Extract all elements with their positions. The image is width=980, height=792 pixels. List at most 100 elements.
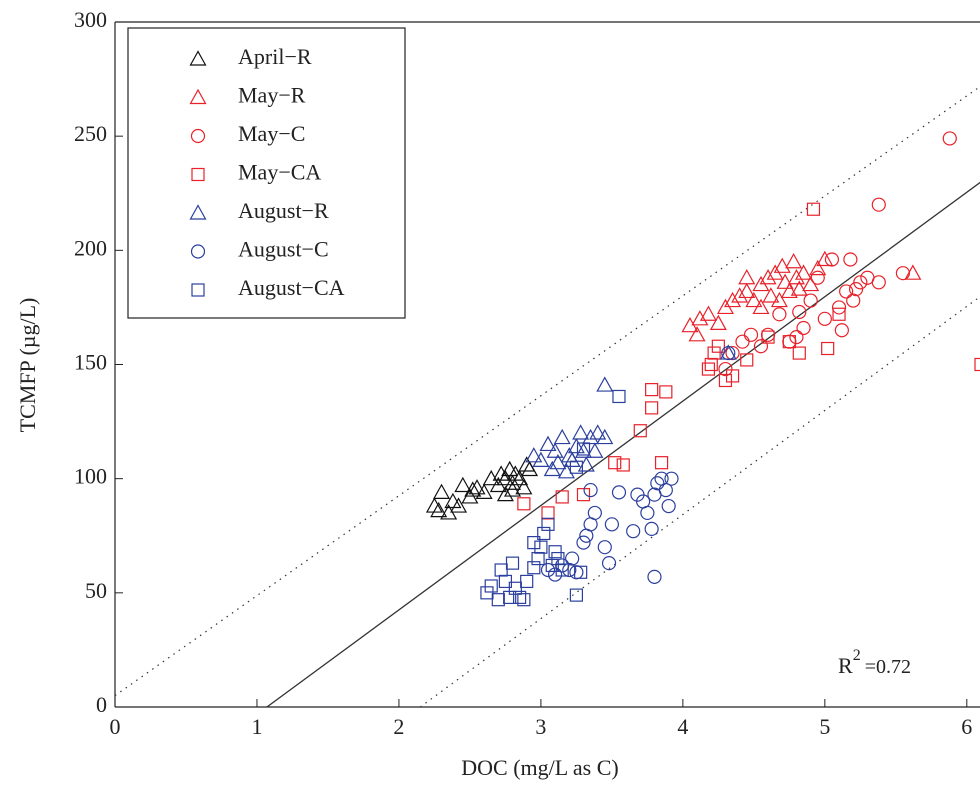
legend-marker [190,128,206,144]
point [724,291,742,308]
y-tick-label: 300 [74,7,107,32]
fit-line [115,85,980,697]
point [691,310,709,326]
point [576,535,591,550]
x-tick-label: 5 [819,714,830,739]
x-tick-label: 2 [393,714,404,739]
point [895,266,911,281]
point [654,456,669,470]
y-tick-label: 0 [96,692,107,717]
point [608,456,622,470]
point [450,497,468,513]
point [506,465,524,481]
point [569,588,583,602]
annotation-base: R [838,653,853,678]
point [539,435,557,452]
point [541,517,555,531]
point [511,469,529,486]
point [792,346,806,360]
point [480,586,494,600]
annotation-text: =0.72 [865,656,911,678]
point [832,307,846,321]
point [650,476,665,491]
point [817,311,832,326]
point [520,574,534,589]
point [587,505,602,521]
point [735,334,750,349]
point [572,424,590,440]
y-tick-label: 150 [74,350,107,375]
point [782,335,796,349]
point [492,465,510,481]
point [780,282,798,299]
point [589,424,607,440]
x-tick-label: 3 [535,714,546,739]
point [790,280,808,296]
point [640,505,655,521]
y-tick-label: 50 [85,578,107,603]
point [738,282,756,299]
point [525,447,543,463]
point [752,298,770,315]
point [496,485,514,502]
legend-box [127,27,406,319]
point [645,383,659,397]
point [701,362,716,376]
annotation-sup: 2 [853,647,861,664]
fit-line [419,295,980,707]
point [484,579,498,593]
point [562,562,577,578]
y-tick-label: 250 [74,121,107,146]
point [513,590,527,605]
point [809,259,827,276]
point [761,330,775,344]
x-tick-label: 6 [961,714,972,739]
point [626,524,641,539]
point [792,304,807,320]
legend-label: August−CA [238,275,345,300]
point [848,282,864,297]
point [548,545,562,559]
point [601,556,617,571]
point [540,562,556,578]
point [532,451,550,467]
point [647,569,662,584]
legend-marker [189,88,207,105]
point [796,320,811,336]
annotation: R2=0.72 [838,647,911,678]
point [527,561,541,575]
point [846,293,861,308]
point [576,488,591,502]
point [468,479,486,495]
point [871,197,886,212]
point [718,361,733,377]
point [789,330,804,345]
point [433,483,451,499]
point [821,341,835,356]
point [574,565,588,579]
legend-label: August−C [238,237,329,262]
y-axis-label: TCMFP (µg/L) [15,298,40,433]
point [753,339,769,354]
point [531,551,545,566]
point [565,551,580,566]
point [759,268,777,285]
point [645,401,659,415]
point [688,326,706,342]
point [582,428,600,445]
legend-label: August−R [238,198,329,223]
point [659,385,673,399]
legend-marker [189,50,207,66]
point [612,389,626,404]
point [604,517,619,532]
point [547,567,563,582]
x-tick-label: 4 [677,714,688,739]
point [762,287,780,303]
x-tick-label: 0 [110,714,121,739]
fit-line [266,181,980,707]
point [843,252,858,267]
point [596,376,614,392]
point [743,327,759,342]
point [824,252,840,267]
x-axis-label: DOC (mg/L as C) [461,755,618,780]
